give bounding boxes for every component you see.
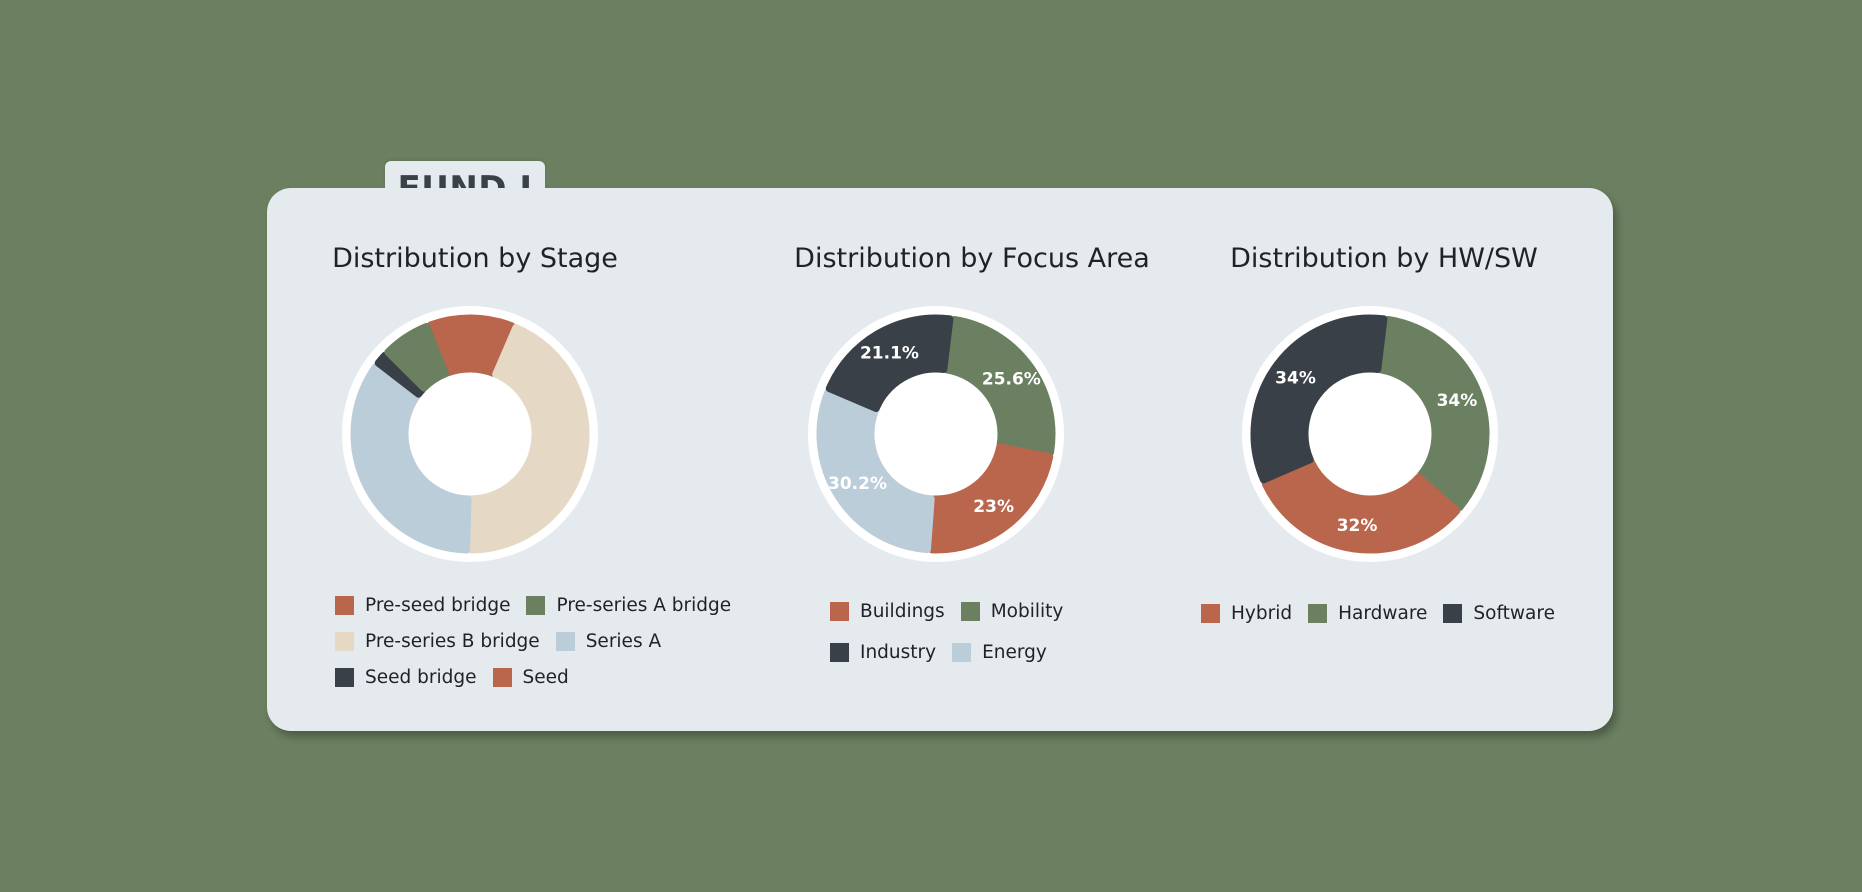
legend-item: Pre-seed bridge <box>335 595 510 616</box>
legend-item: Seed <box>492 666 569 688</box>
legend-swatch <box>830 643 849 662</box>
slice-value-label: 32% <box>1337 516 1378 536</box>
legend-swatch <box>1308 603 1328 623</box>
legend-swatch <box>492 667 512 687</box>
slice-value-label: 30.2% <box>828 474 887 494</box>
legend-swatch <box>960 602 980 621</box>
legend-swatch <box>335 667 354 687</box>
chart-title-focus-area: Distribution by Focus Area <box>794 243 1150 274</box>
legend-label: Buildings <box>860 601 945 622</box>
slice-value-label: 34% <box>1437 391 1478 411</box>
legend-item: Pre-series B bridge <box>335 631 540 652</box>
donut-slice <box>816 389 935 554</box>
legend-label: Software <box>1473 602 1555 624</box>
chart-title-hw-sw: Distribution by HW/SW <box>1230 243 1538 274</box>
donut-slice <box>350 363 472 554</box>
donut-chart-stage <box>342 306 598 562</box>
legend-item: Mobility <box>960 601 1064 622</box>
donut-slice <box>1376 315 1490 511</box>
legend-label: Pre-series A bridge <box>556 594 732 616</box>
donut-slice <box>467 323 590 554</box>
legend-item: Energy <box>952 642 1047 663</box>
donut-slice <box>1261 458 1461 554</box>
legend-swatch <box>335 595 354 615</box>
donut-slice <box>825 314 954 413</box>
legend-label: Series A <box>585 630 662 652</box>
legend-label: Energy <box>982 642 1047 663</box>
legend-hw-sw: Hybrid Hardware Software <box>1201 595 1571 631</box>
legend-item: Hardware <box>1308 603 1427 624</box>
legend-label: Mobility <box>990 601 1064 622</box>
donut-slice <box>384 323 450 392</box>
legend-swatch <box>1201 603 1220 623</box>
slice-value-label: 25.6% <box>982 370 1041 390</box>
donut-slice <box>942 315 1056 456</box>
chart-title-stage: Distribution by Stage <box>332 243 618 274</box>
slice-value-label: 34% <box>1275 368 1316 388</box>
legend-label: Hybrid <box>1231 602 1293 624</box>
legend-item: Seed bridge <box>335 667 477 688</box>
legend-swatch <box>555 631 575 651</box>
legend-swatch <box>526 595 546 615</box>
legend-item: Industry <box>830 642 936 663</box>
donut-chart-focus-area: 25.6% 23% 30.2% 21.1% <box>808 306 1064 562</box>
donut-slice <box>427 314 516 377</box>
donut-slice <box>928 443 1054 554</box>
legend-swatch <box>1443 603 1463 623</box>
slice-value-label: 23% <box>973 497 1014 517</box>
legend-label: Seed bridge <box>365 666 477 688</box>
legend-focus-area: Buildings Mobility Industry Energy <box>830 591 1079 673</box>
legend-label: Pre-series B bridge <box>365 630 540 652</box>
donut-chart-hw-sw: 34% 32% 34% <box>1242 306 1498 562</box>
legend-swatch <box>335 631 354 651</box>
legend-item: Software <box>1443 603 1555 624</box>
legend-label: Seed <box>522 666 569 688</box>
legend-stage: Pre-seed bridge Pre-series A bridge Pre-… <box>335 587 747 695</box>
legend-item: Buildings <box>830 601 945 622</box>
legend-item: Hybrid <box>1201 603 1292 624</box>
legend-label: Industry <box>860 642 937 663</box>
legend-swatch <box>952 643 972 662</box>
slice-value-label: 21.1% <box>860 343 919 363</box>
legend-item: Pre-series A bridge <box>526 595 731 616</box>
legend-label: Pre-seed bridge <box>365 594 511 616</box>
legend-swatch <box>830 602 849 621</box>
legend-item: Series A <box>555 630 662 652</box>
legend-label: Hardware <box>1338 602 1428 624</box>
donut-slice <box>1250 314 1388 484</box>
